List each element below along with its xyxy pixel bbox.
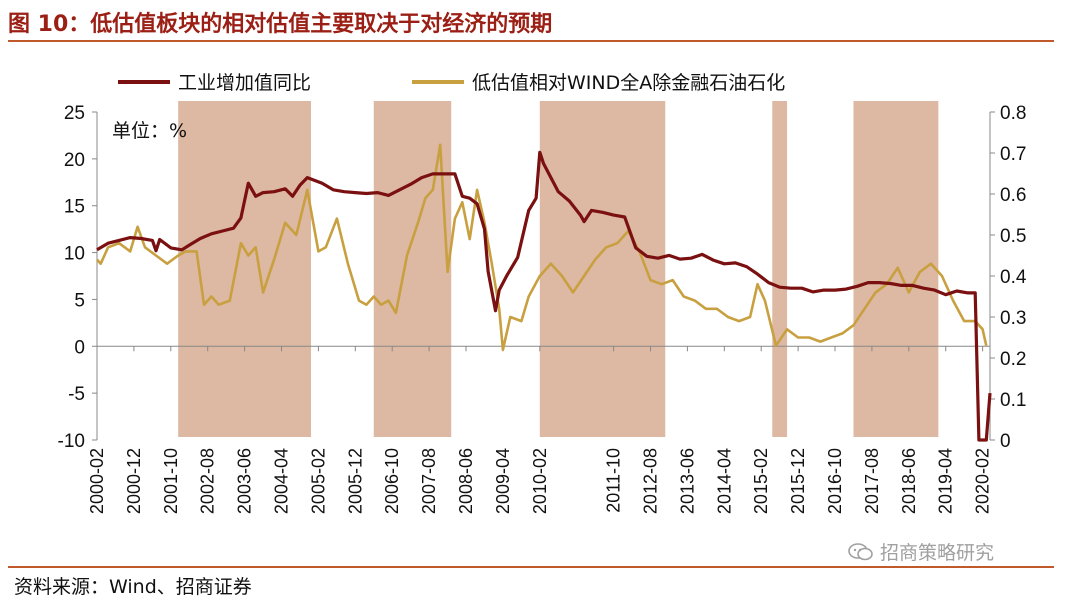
right-tick-label: 0 [1000,431,1011,452]
x-tick-label: 2007-08 [419,448,439,514]
left-tick-label: 25 [64,103,85,124]
series-line-industrial [96,150,992,442]
shaded-periods [178,101,939,437]
legend-label-industrial: 工业增加值同比 [178,72,311,94]
x-tick-label: 2014-04 [714,448,734,514]
x-tick-label: 2006-10 [382,448,402,514]
axes: 25 20 15 10 5 0 -5 -10 0.8 0.7 0.6 0.5 0.4 0.3 0.2 0.1 0… [58,103,1027,514]
series [96,143,992,442]
right-tick-label: 0.8 [1000,103,1026,124]
x-tick-label: 2015-02 [751,448,771,514]
x-tick-label: 2011-10 [604,448,624,513]
x-tick-label: 2012-08 [641,448,661,514]
x-tick-label: 2020-02 [973,448,993,514]
x-tick-label: 2016-10 [825,448,845,514]
x-tick-label: 2008-06 [456,448,476,514]
series-line-valuation [96,143,988,352]
unit-label: 单位：% [112,120,187,142]
source-note: 资料来源：Wind、招商证券 [14,576,252,598]
wechat-icon [848,542,873,560]
x-tick-label: 2001-10 [161,448,181,514]
shaded-period-4 [772,101,788,437]
left-tick-label: -10 [58,431,85,452]
x-tick-label: 2017-08 [862,448,882,514]
x-tick-label: 2013-06 [677,448,697,514]
right-tick-label: 0.2 [1000,349,1026,370]
line-chart: 工业增加值同比 低估值相对WIND全A除金融石油石化 单位：% 25 20 15 10… [58,72,1027,514]
x-tick-label: 2009-04 [493,448,513,514]
right-tick-label: 0.4 [1000,267,1027,288]
x-tick-label: 2005-02 [308,448,328,514]
left-tick-label: 20 [64,150,85,171]
watermark: 招商策略研究 [848,538,994,565]
x-tick-label: 2002-08 [198,448,218,514]
x-tick-label: 2004-04 [272,448,292,514]
watermark-text: 招商策略研究 [880,542,995,564]
x-tick-label: 2005-12 [345,448,365,514]
x-tick-label: 2000-02 [87,448,107,514]
legend-label-valuation: 低估值相对WIND全A除金融石油石化 [472,72,785,94]
source-rule [8,566,1054,568]
x-tick-label: 2019-04 [936,448,956,514]
left-tick-label: -5 [68,384,85,405]
right-tick-label: 0.5 [1000,226,1026,247]
x-tick-label: 2015-12 [788,448,808,514]
figure-title: 图 10：低估值板块的相对估值主要取决于对经济的预期 [8,12,553,37]
title-rule [8,40,1054,42]
left-tick-label: 0 [74,337,85,358]
right-tick-label: 0.7 [1000,144,1026,165]
left-tick-label: 15 [64,197,85,218]
x-tick-label: 2010-02 [530,448,550,514]
shaded-period-3 [539,101,666,437]
right-tick-label: 0.6 [1000,185,1026,206]
legend: 工业增加值同比 低估值相对WIND全A除金融石油石化 [118,72,785,94]
x-tick-label: 2000-12 [124,448,144,514]
right-tick-label: 0.1 [1000,390,1026,411]
right-tick-label: 0.3 [1000,308,1026,329]
left-tick-label: 10 [64,244,85,265]
left-tick-label: 5 [74,290,85,311]
x-tick-label: 2018-06 [899,448,919,514]
x-tick-label: 2003-06 [235,448,255,514]
